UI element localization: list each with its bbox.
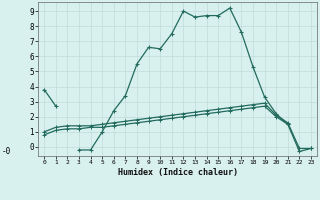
X-axis label: Humidex (Indice chaleur): Humidex (Indice chaleur) <box>118 168 238 177</box>
Text: -0: -0 <box>1 147 11 156</box>
